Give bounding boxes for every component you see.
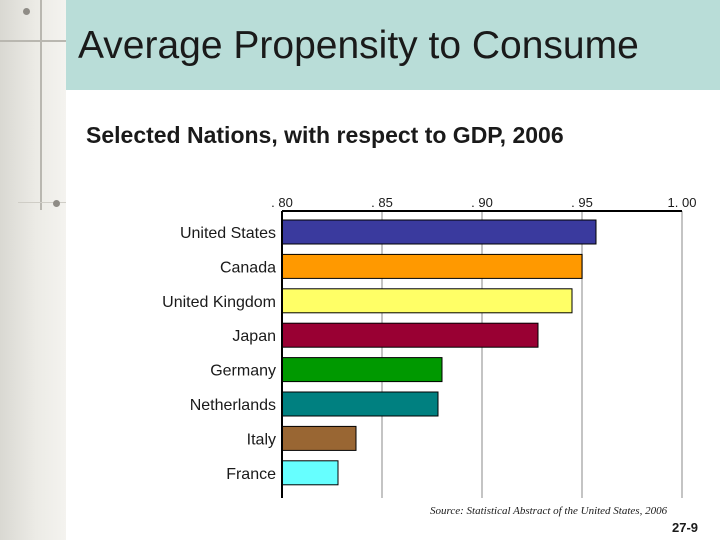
slide-number: 27-9 — [672, 520, 699, 535]
bar-netherlands — [281, 391, 439, 417]
category-label-layer: United States Canada United Kingdom Japan Ge… — [162, 225, 276, 483]
category-label: France — [226, 466, 276, 483]
page-title: Average Propensity to Consume — [78, 24, 639, 67]
x-tick-label: . 90 — [471, 195, 493, 210]
x-tick-label: . 85 — [371, 195, 393, 210]
category-label: Japan — [232, 328, 276, 345]
bar-germany — [281, 357, 443, 383]
decorative-dot — [53, 200, 60, 207]
tick-label-layer: . 80 . 85 . 90 . 95 1. 00 — [271, 195, 696, 210]
page-subtitle: Selected Nations, with respect to GDP, 2… — [86, 122, 564, 148]
title-band — [66, 0, 720, 90]
bar-france — [281, 460, 339, 486]
axis-layer — [281, 210, 682, 498]
bar-layer — [281, 219, 597, 486]
category-label: Canada — [220, 259, 276, 276]
category-label: United States — [180, 225, 276, 242]
x-tick-label: 1. 00 — [668, 195, 697, 210]
decorative-side-strip — [0, 0, 66, 540]
decorative-line — [0, 40, 66, 42]
bar-canada — [281, 253, 583, 279]
category-label: Netherlands — [190, 397, 276, 414]
decorative-dot — [23, 8, 30, 15]
bar-united-states — [281, 219, 597, 245]
source-note: Source: Statistical Abstract of the Unit… — [430, 505, 668, 517]
decorative-line — [40, 0, 42, 210]
bar-japan — [281, 322, 539, 348]
bar-united-kingdom — [281, 288, 573, 314]
category-label: United Kingdom — [162, 294, 276, 311]
category-label: Italy — [247, 431, 276, 448]
category-label: Germany — [210, 363, 276, 380]
decorative-line — [18, 202, 66, 203]
x-tick-label: . 80 — [271, 195, 293, 210]
bar-italy — [281, 425, 357, 451]
x-tick-label: . 95 — [571, 195, 593, 210]
